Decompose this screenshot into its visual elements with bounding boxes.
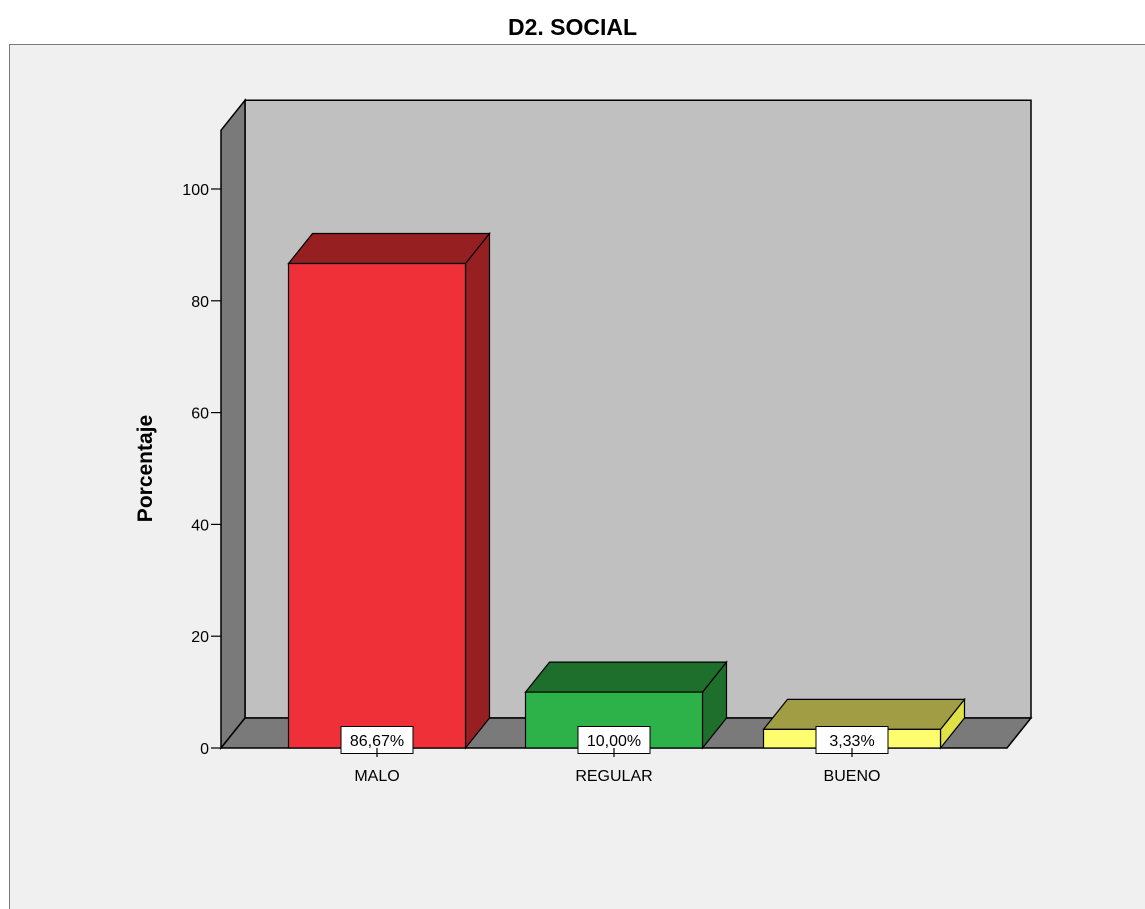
bar-malo: 86,67% (287, 231, 491, 754)
x-axis-categories: MALO REGULAR BUENO (354, 748, 880, 785)
data-label-text: 86,67% (350, 733, 404, 750)
y-tick-label: 20 (191, 629, 209, 646)
x-category-label: BUENO (824, 768, 881, 785)
bar-side-face (464, 231, 491, 750)
bar-front-face (287, 262, 467, 749)
x-category-label: MALO (354, 768, 399, 785)
bar-top-face (762, 698, 966, 730)
chart-title: D2. SOCIAL (507, 14, 638, 40)
bar-bueno: 3,33% (762, 697, 966, 754)
left-wall (220, 98, 246, 751)
y-tick-label: 40 (191, 517, 209, 534)
y-tick-label: 80 (191, 294, 209, 311)
chart-bars: 86,67% 10,00% 3,33% (287, 231, 966, 754)
x-category-label: REGULAR (575, 768, 652, 785)
bar-regular: 10,00% (524, 660, 728, 754)
y-tick-label: 0 (200, 741, 209, 758)
data-label-text: 10,00% (587, 733, 641, 750)
data-label-text: 3,33% (829, 733, 874, 750)
y-axis-label: Porcentaje (134, 415, 157, 522)
bar-top-face (524, 661, 728, 693)
y-tick-label: 100 (182, 182, 209, 199)
y-tick-label: 60 (191, 406, 209, 423)
bar-top-face (287, 232, 491, 265)
y-axis: 0 20 40 60 80 100 (182, 182, 221, 758)
